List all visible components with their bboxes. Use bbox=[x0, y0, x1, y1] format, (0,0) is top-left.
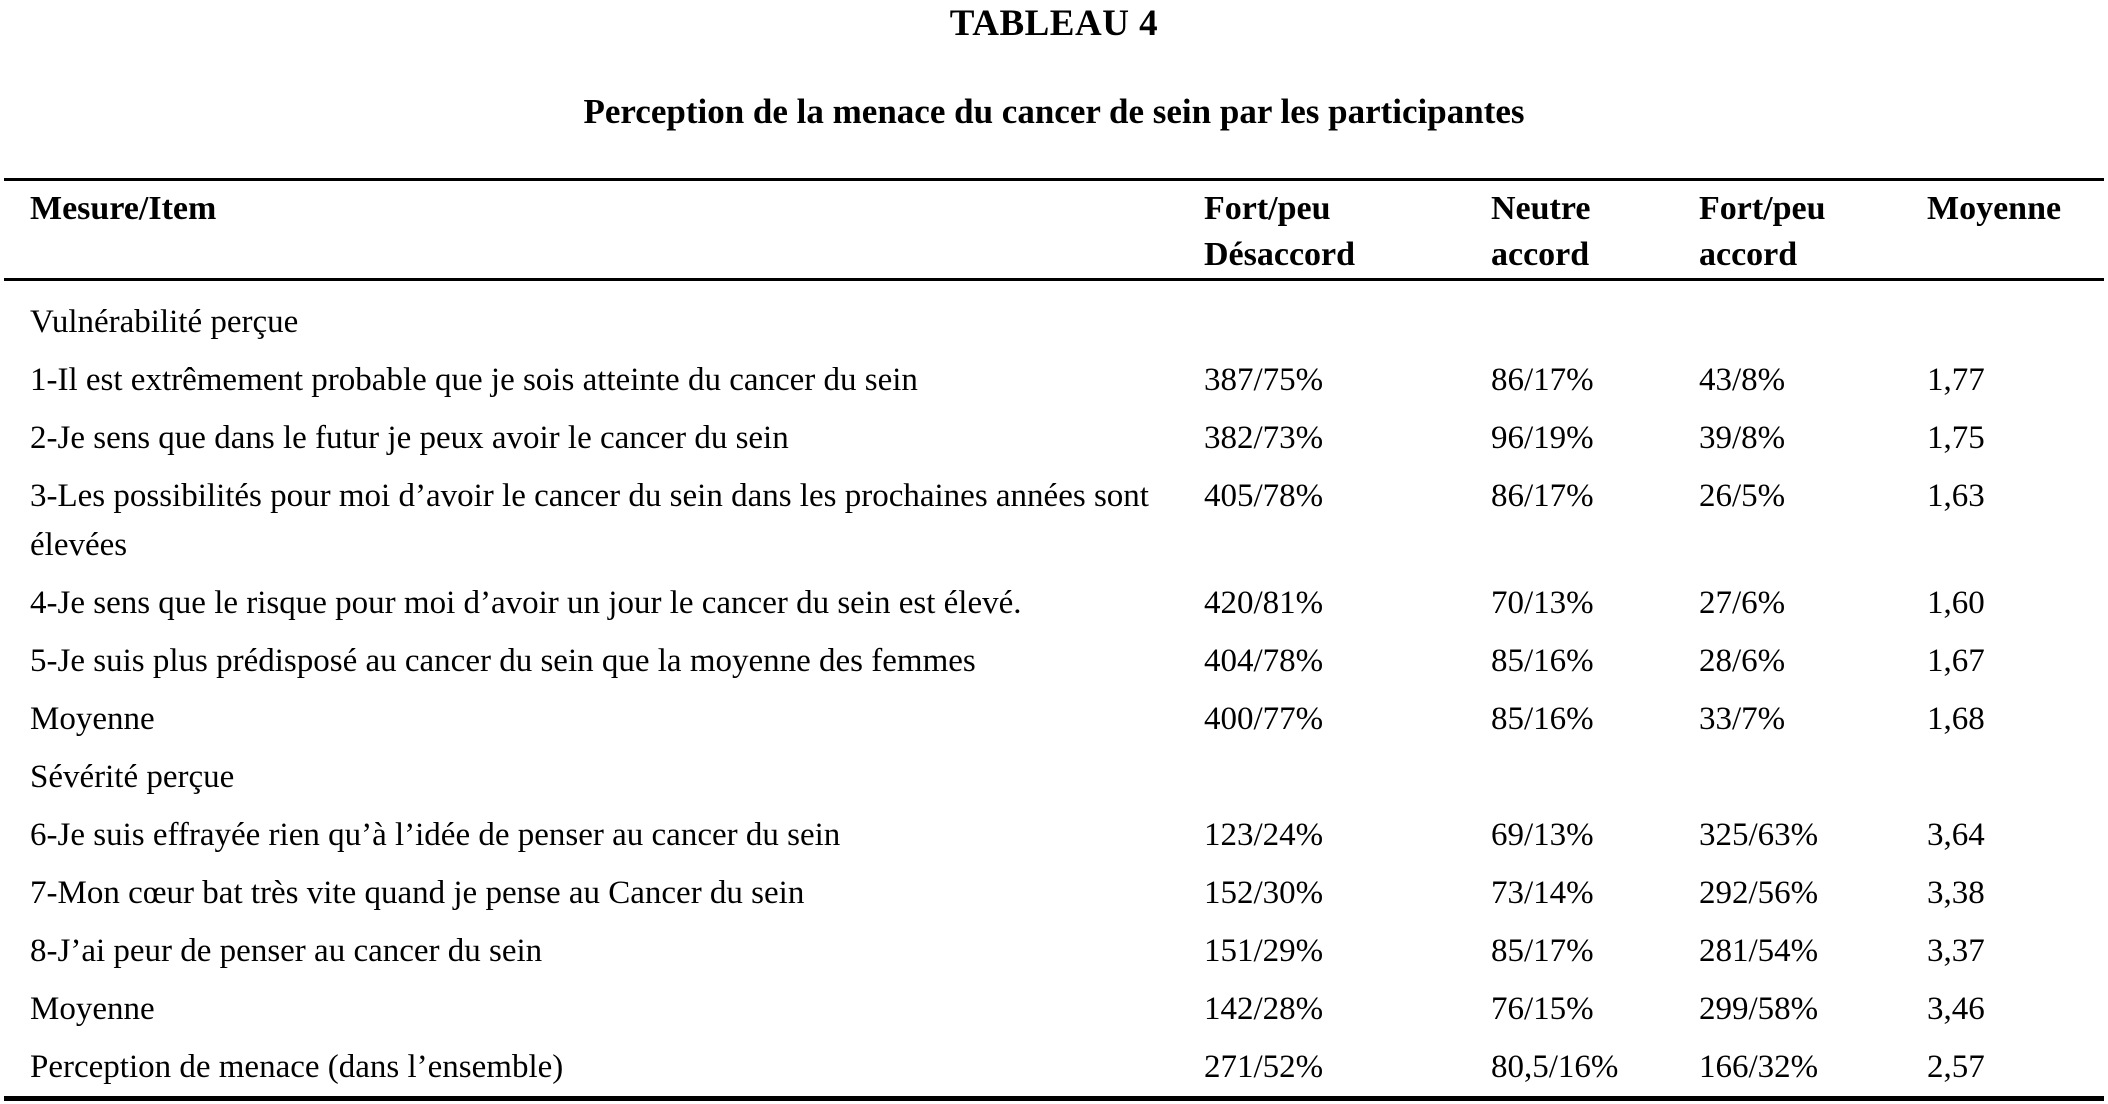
column-header-label-line1: Neutre bbox=[1491, 190, 1591, 227]
row-accord-value: 43/8% bbox=[1699, 362, 1786, 398]
row-desaccord-value bbox=[1204, 280, 1491, 352]
column-header-fort-peu-desaccord: Fort/peu Désaccord bbox=[1204, 179, 1491, 281]
header-row: Mesure/Item Fort/peu Désaccord Neutre ac… bbox=[4, 179, 2104, 281]
row-neutre-value: 73/14% bbox=[1491, 875, 1594, 911]
row-moyenne-value: 1,68 bbox=[1927, 701, 1985, 737]
row-neutre-value: 80,5/16% bbox=[1491, 1049, 1619, 1085]
row-item-label: Perception de menace (dans l’ensemble) bbox=[30, 1049, 564, 1085]
table-row: Moyenne 142/28% 76/15% 299/58% 3,46 bbox=[4, 980, 2104, 1038]
table-body: Vulnérabilité perçue 1-Il est extrêmemen… bbox=[4, 280, 2104, 1099]
column-header-fort-peu-accord: Fort/peu accord bbox=[1699, 179, 1927, 281]
row-moyenne-value: 1,77 bbox=[1927, 362, 1985, 398]
column-header-label-line2: accord bbox=[1491, 236, 1590, 273]
row-accord-value bbox=[1699, 280, 1927, 352]
column-header-label-line2: accord bbox=[1699, 236, 1798, 273]
row-item-label: 4-Je sens que le risque pour moi d’avoir… bbox=[30, 585, 1022, 621]
table-row: Sévérité perçue bbox=[4, 748, 2104, 806]
table-row: 1-Il est extrêmement probable que je soi… bbox=[4, 351, 2104, 409]
column-header-label-line2: Désaccord bbox=[1204, 236, 1356, 273]
table-row: 6-Je suis effrayée rien qu’à l’idée de p… bbox=[4, 806, 2104, 864]
row-accord-value: 299/58% bbox=[1699, 991, 1819, 1027]
column-header-moyenne: Moyenne bbox=[1927, 179, 2104, 281]
row-item-label: 5-Je suis plus prédisposé au cancer du s… bbox=[30, 643, 976, 679]
table-row: 7-Mon cœur bat très vite quand je pense … bbox=[4, 864, 2104, 922]
row-neutre-value: 96/19% bbox=[1491, 420, 1594, 456]
row-desaccord-value: 404/78% bbox=[1204, 643, 1324, 679]
row-desaccord-value: 152/30% bbox=[1204, 875, 1324, 911]
row-accord-value: 27/6% bbox=[1699, 585, 1786, 621]
row-moyenne-value: 3,46 bbox=[1927, 991, 1985, 1027]
row-neutre-value bbox=[1491, 748, 1699, 806]
row-moyenne-value: 1,67 bbox=[1927, 643, 1985, 679]
row-accord-value: 33/7% bbox=[1699, 701, 1786, 737]
table-row: 3-Les possibilités pour moi d’avoir le c… bbox=[4, 467, 2104, 574]
row-neutre-value: 70/13% bbox=[1491, 585, 1594, 621]
results-table: Mesure/Item Fort/peu Désaccord Neutre ac… bbox=[4, 178, 2104, 1101]
row-accord-value: 325/63% bbox=[1699, 817, 1819, 853]
column-header-label-line1: Fort/peu bbox=[1204, 190, 1331, 227]
row-moyenne-value: 3,37 bbox=[1927, 933, 1985, 969]
table-row: 4-Je sens que le risque pour moi d’avoir… bbox=[4, 574, 2104, 632]
row-item-label: Moyenne bbox=[30, 701, 155, 737]
row-neutre-value: 85/17% bbox=[1491, 933, 1594, 969]
row-neutre-value bbox=[1491, 280, 1699, 352]
row-neutre-value: 85/16% bbox=[1491, 701, 1594, 737]
table-row: 2-Je sens que dans le futur je peux avoi… bbox=[4, 409, 2104, 467]
row-accord-value: 292/56% bbox=[1699, 875, 1819, 911]
row-desaccord-value: 151/29% bbox=[1204, 933, 1324, 969]
row-accord-value bbox=[1699, 748, 1927, 806]
row-desaccord-value: 405/78% bbox=[1204, 478, 1324, 514]
row-item-label: 2-Je sens que dans le futur je peux avoi… bbox=[30, 420, 789, 456]
column-header-label: Mesure/Item bbox=[30, 190, 217, 227]
row-accord-value: 39/8% bbox=[1699, 420, 1786, 456]
table-row: 8-J’ai peur de penser au cancer du sein … bbox=[4, 922, 2104, 980]
row-desaccord-value: 142/28% bbox=[1204, 991, 1324, 1027]
row-item-label: 6-Je suis effrayée rien qu’à l’idée de p… bbox=[30, 817, 841, 853]
row-desaccord-value: 420/81% bbox=[1204, 585, 1324, 621]
row-item-label: Moyenne bbox=[30, 991, 155, 1027]
row-moyenne-value bbox=[1927, 280, 2104, 352]
column-header-neutre-accord: Neutre accord bbox=[1491, 179, 1699, 281]
row-desaccord-value bbox=[1204, 748, 1491, 806]
table-number-title: TABLEAU 4 bbox=[949, 3, 1159, 44]
row-item-label: 8-J’ai peur de penser au cancer du sein bbox=[30, 933, 543, 969]
row-item-label: 1-Il est extrêmement probable que je soi… bbox=[30, 362, 918, 398]
row-accord-value: 166/32% bbox=[1699, 1049, 1819, 1085]
row-desaccord-value: 400/77% bbox=[1204, 701, 1324, 737]
column-header-mesure-item: Mesure/Item bbox=[4, 179, 1204, 281]
row-neutre-value: 69/13% bbox=[1491, 817, 1594, 853]
row-item-label: Vulnérabilité perçue bbox=[30, 304, 299, 340]
row-moyenne-value: 1,63 bbox=[1927, 478, 1985, 514]
row-desaccord-value: 382/73% bbox=[1204, 420, 1324, 456]
table-row: Moyenne 400/77% 85/16% 33/7% 1,68 bbox=[4, 690, 2104, 748]
row-neutre-value: 85/16% bbox=[1491, 643, 1594, 679]
row-moyenne-value: 3,38 bbox=[1927, 875, 1985, 911]
row-moyenne-value: 2,57 bbox=[1927, 1049, 1985, 1085]
row-item-label: Sévérité perçue bbox=[30, 759, 235, 795]
column-header-label: Moyenne bbox=[1927, 190, 2062, 227]
row-moyenne-value: 1,60 bbox=[1927, 585, 1985, 621]
table-row: Perception de menace (dans l’ensemble) 2… bbox=[4, 1038, 2104, 1099]
row-desaccord-value: 271/52% bbox=[1204, 1049, 1324, 1085]
row-neutre-value: 86/17% bbox=[1491, 362, 1594, 398]
row-neutre-value: 76/15% bbox=[1491, 991, 1594, 1027]
row-accord-value: 26/5% bbox=[1699, 478, 1786, 514]
table-row: Vulnérabilité perçue bbox=[4, 280, 2104, 352]
row-neutre-value: 86/17% bbox=[1491, 478, 1594, 514]
row-moyenne-value bbox=[1927, 748, 2104, 806]
table-header: Mesure/Item Fort/peu Désaccord Neutre ac… bbox=[4, 179, 2104, 281]
row-moyenne-value: 3,64 bbox=[1927, 817, 1985, 853]
row-accord-value: 281/54% bbox=[1699, 933, 1819, 969]
row-moyenne-value: 1,75 bbox=[1927, 420, 1985, 456]
column-header-label-line1: Fort/peu bbox=[1699, 190, 1826, 227]
row-desaccord-value: 387/75% bbox=[1204, 362, 1324, 398]
row-desaccord-value: 123/24% bbox=[1204, 817, 1324, 853]
row-accord-value: 28/6% bbox=[1699, 643, 1786, 679]
table-caption: Perception de la menace du cancer de sei… bbox=[583, 92, 1525, 131]
table-row: 5-Je suis plus prédisposé au cancer du s… bbox=[4, 632, 2104, 690]
row-item-label: 3-Les possibilités pour moi d’avoir le c… bbox=[30, 478, 1149, 563]
row-item-label: 7-Mon cœur bat très vite quand je pense … bbox=[30, 875, 805, 911]
